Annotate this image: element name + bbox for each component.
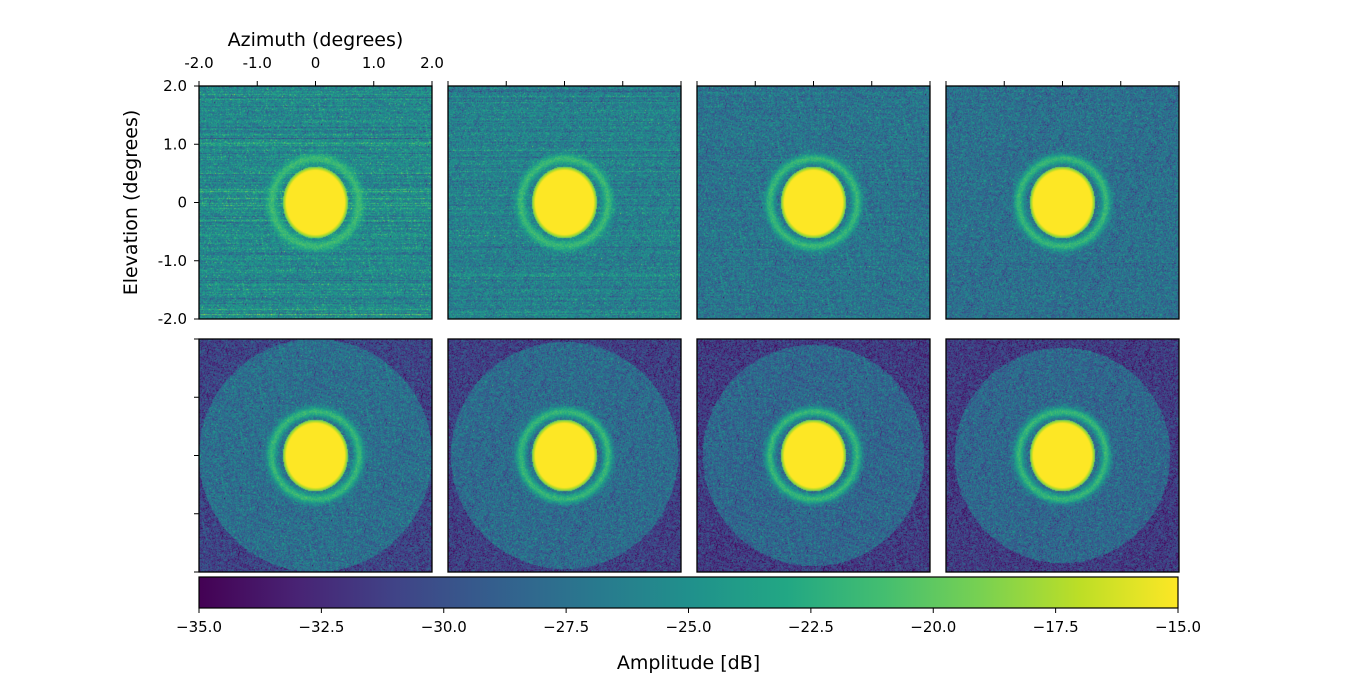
heatmap-image xyxy=(199,86,432,319)
heatmap-image xyxy=(697,86,930,319)
heatmap-panels xyxy=(198,85,1180,573)
panel-frame xyxy=(945,338,1180,573)
x-tick-label: 1.0 xyxy=(362,54,386,72)
heatmap-panel-5 xyxy=(198,338,433,573)
heatmap-panel-1 xyxy=(198,85,433,320)
colorbar-tick-label: −25.0 xyxy=(666,618,712,636)
heatmap-image xyxy=(448,86,681,319)
y-tick-label: -2.0 xyxy=(158,310,187,328)
heatmap-image xyxy=(946,339,1179,572)
colorbar-tick-label: −30.0 xyxy=(421,618,467,636)
colorbar: −35.0 −32.5 −30.0 −27.5 −25.0 −22.5 −20.0 −17.5… xyxy=(176,576,1201,674)
heatmap-image xyxy=(946,86,1179,319)
x-tick-label: 2.0 xyxy=(420,54,444,72)
heatmap-panel-2 xyxy=(447,85,682,320)
heatmap-image xyxy=(448,339,681,572)
axes-decorations: -2.0 -1.0 0 1.0 2.0 2.0 1.0 0 -1.0 -2.0 Azimuth (d… xyxy=(120,29,1180,573)
x-tick-label: 0 xyxy=(311,54,321,72)
colorbar-tick-label: −15.0 xyxy=(1155,618,1201,636)
colorbar-tick-label: −32.5 xyxy=(298,618,344,636)
y-tick-label: -1.0 xyxy=(158,252,187,270)
colorbar-tick-label: −22.5 xyxy=(788,618,834,636)
y-tick-label: 2.0 xyxy=(163,77,187,95)
colorbar-tick-label: −20.0 xyxy=(910,618,956,636)
heatmap-panel-8 xyxy=(945,338,1180,573)
x-tick-label: -2.0 xyxy=(184,54,213,72)
heatmap-panel-3 xyxy=(696,85,931,320)
y-tick-label: 1.0 xyxy=(163,135,187,153)
heatmap-image xyxy=(697,339,930,572)
x-axis-label: Azimuth (degrees) xyxy=(228,29,404,51)
colorbar-tick-label: −35.0 xyxy=(176,618,222,636)
panel-frame xyxy=(447,338,682,573)
y-axis-label: Elevation (degrees) xyxy=(120,110,142,296)
heatmap-image xyxy=(199,339,432,572)
panel-frame xyxy=(696,338,931,573)
colorbar-gradient xyxy=(198,576,1179,609)
y-tick-label: 0 xyxy=(177,194,187,212)
colorbar-tick-label: −17.5 xyxy=(1033,618,1079,636)
heatmap-panel-4 xyxy=(945,85,1180,320)
heatmap-panel-6 xyxy=(447,338,682,573)
x-tick-label: -1.0 xyxy=(243,54,272,72)
colorbar-label: Amplitude [dB] xyxy=(617,652,760,674)
heatmap-panel-7 xyxy=(696,338,931,573)
colorbar-tick-label: −27.5 xyxy=(543,618,589,636)
